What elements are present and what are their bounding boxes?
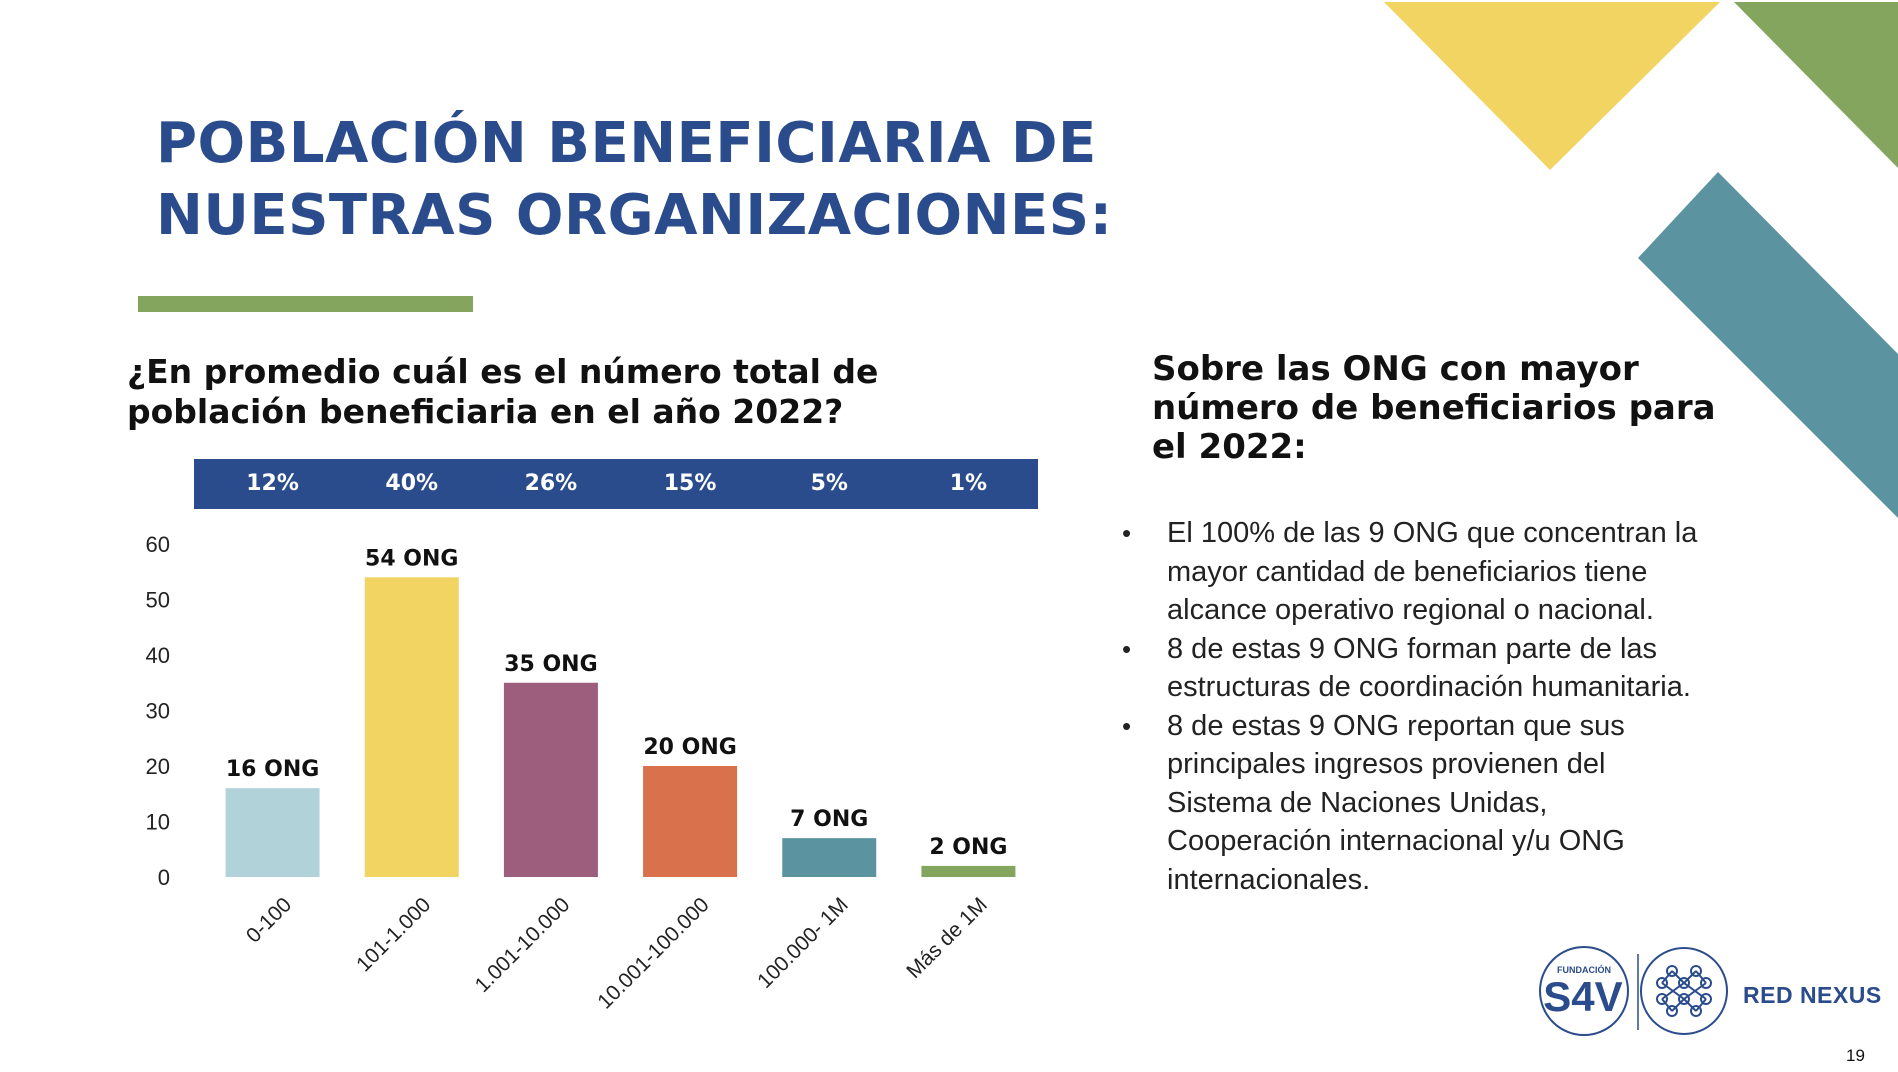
findings-item-line: principales ingresos provienen del bbox=[1167, 748, 1606, 780]
percentage-label: 15% bbox=[663, 471, 717, 496]
bar-data-label: 7 ONG bbox=[790, 807, 868, 832]
x-tick-label: Más de 1M bbox=[902, 893, 992, 983]
percentage-label: 12% bbox=[246, 471, 299, 496]
findings-item-line: alcance operativo regional o nacional. bbox=[1167, 594, 1654, 626]
y-tick-label: 30 bbox=[146, 699, 170, 724]
percentage-label: 40% bbox=[385, 471, 439, 496]
findings-item-line: 8 de estas 9 ONG forman parte de las bbox=[1167, 632, 1658, 665]
y-tick-label: 10 bbox=[146, 810, 170, 835]
y-tick-label: 60 bbox=[146, 532, 170, 557]
findings-heading-line: Sobre las ONG con mayor bbox=[1152, 349, 1639, 389]
findings-heading-line: el 2022: bbox=[1152, 427, 1307, 467]
findings-item-line: Cooperación internacional y/u ONG bbox=[1167, 825, 1625, 857]
chart-question-line: población beneficiaria en el año 2022? bbox=[127, 392, 844, 431]
brand-name: RED NEXUS bbox=[1743, 982, 1882, 1008]
findings-item: • 8 de estas 9 ONG forman parte de las est… bbox=[1122, 630, 1742, 707]
findings-item-line: mayor cantidad de beneficiarios tiene bbox=[1167, 555, 1648, 588]
network-icon bbox=[1640, 947, 1728, 1035]
chart-question-line: ¿En promedio cuál es el número total de bbox=[127, 352, 879, 391]
bullet-dot: • bbox=[1122, 633, 1132, 664]
bullet-dot: • bbox=[1122, 518, 1132, 548]
percentage-label: 5% bbox=[810, 471, 848, 496]
x-tick-label: 0-100 bbox=[242, 893, 296, 947]
logo-small-text: FUNDACIÓN bbox=[1557, 964, 1611, 975]
bar bbox=[643, 766, 738, 877]
y-tick-label: 40 bbox=[146, 643, 170, 668]
findings-item-line: El 100% de las 9 ONG que concentran la bbox=[1167, 517, 1698, 549]
percentage-band: 12% 40% 26% 15% 5% 1% bbox=[194, 459, 1038, 509]
bar bbox=[782, 838, 877, 877]
bar-data-label: 16 ONG bbox=[226, 757, 319, 782]
findings-item-line: 8 de estas 9 ONG reportan que sus bbox=[1167, 709, 1625, 742]
bar-data-label: 54 ONG bbox=[365, 546, 458, 571]
slide-title: POBLACIÓN BENEFICIARIA DE NUESTRAS ORGAN… bbox=[156, 108, 1112, 252]
title-underline bbox=[138, 296, 473, 312]
findings-list: • El 100% de las 9 ONG que concentran la m… bbox=[1122, 514, 1742, 899]
logo-main-text: S4V bbox=[1543, 973, 1622, 1020]
x-tick-label: 1.001-10.000 bbox=[471, 893, 575, 997]
fundacion-s4v-logo: FUNDACIÓN S4V bbox=[1539, 946, 1728, 1036]
findings-heading-line: número de beneficiarios para bbox=[1152, 388, 1716, 428]
bar-data-label: 35 ONG bbox=[504, 652, 597, 677]
findings-item: • El 100% de las 9 ONG que concentran la m… bbox=[1122, 514, 1742, 630]
findings-item: • 8 de estas 9 ONG reportan que sus princi… bbox=[1122, 707, 1742, 900]
percentage-label: 1% bbox=[949, 471, 988, 496]
bar bbox=[503, 682, 598, 877]
bar bbox=[225, 788, 320, 877]
bullet-dot: • bbox=[1122, 710, 1132, 741]
bar bbox=[364, 577, 459, 877]
slide-title-line: NUESTRAS ORGANIZACIONES: bbox=[156, 183, 1113, 248]
findings-item-line: estructuras de coordinación humanitaria. bbox=[1167, 671, 1691, 703]
green-triangle-shape bbox=[1734, 2, 1898, 168]
y-tick-label: 0 bbox=[158, 865, 170, 890]
findings-item-line: Sistema de Naciones Unidas, bbox=[1167, 786, 1548, 819]
bar-data-label: 2 ONG bbox=[929, 835, 1007, 860]
bar bbox=[921, 865, 1016, 877]
percentage-label: 26% bbox=[524, 471, 578, 496]
yellow-triangle-shape bbox=[1384, 2, 1720, 170]
teal-band-shape bbox=[1638, 172, 1898, 518]
slide-title-line: POBLACIÓN BENEFICIARIA DE bbox=[156, 111, 1097, 176]
findings-heading: Sobre las ONG con mayor número de benefi… bbox=[1152, 350, 1716, 467]
y-tick-label: 20 bbox=[146, 754, 170, 779]
x-tick-label: 10.001-100.000 bbox=[593, 893, 713, 1013]
x-tick-label: 101-1.000 bbox=[352, 893, 435, 976]
page-number: 19 bbox=[1846, 1046, 1865, 1065]
bar-data-label: 20 ONG bbox=[643, 735, 736, 760]
x-tick-label: 100.000- 1M bbox=[753, 893, 853, 993]
findings-item-line: internacionales. bbox=[1167, 863, 1371, 896]
y-tick-label: 50 bbox=[146, 588, 170, 613]
chart-question: ¿En promedio cuál es el número total de … bbox=[127, 352, 878, 432]
